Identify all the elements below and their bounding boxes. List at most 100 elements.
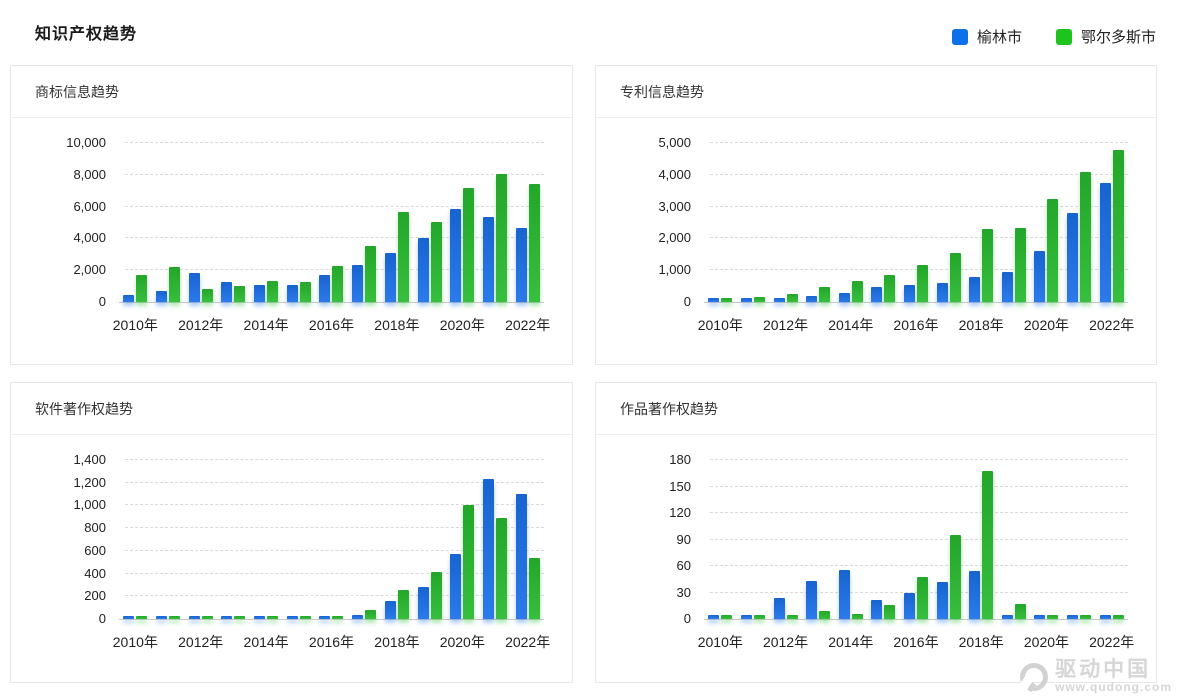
bar-榆林市-2014年[interactable] [254,284,266,302]
bar-鄂尔多斯市-2022年[interactable] [1112,150,1124,302]
bar-榆林市-2018年[interactable] [384,252,396,302]
bar-榆林市-2010年[interactable] [123,615,135,619]
bar-鄂尔多斯市-2019年[interactable] [1014,227,1026,302]
bar-榆林市-2014年[interactable] [254,615,266,619]
bar-榆林市-2021年[interactable] [482,216,494,302]
bar-榆林市-2017年[interactable] [936,581,948,619]
bar-榆林市-2016年[interactable] [319,615,331,619]
bar-榆林市-2012年[interactable] [773,297,785,302]
bar-榆林市-2019年[interactable] [1001,614,1013,619]
bar-榆林市-2022年[interactable] [1099,183,1111,302]
bar-鄂尔多斯市-2010年[interactable] [136,615,148,619]
bar-榆林市-2018年[interactable] [969,571,981,619]
bar-榆林市-2022年[interactable] [1099,614,1111,619]
bar-鄂尔多斯市-2014年[interactable] [267,615,279,619]
bar-鄂尔多斯市-2021年[interactable] [1080,614,1091,619]
bar-榆林市-2012年[interactable] [188,615,200,619]
bar-鄂尔多斯市-2018年[interactable] [397,212,409,302]
bar-榆林市-2013年[interactable] [806,296,818,302]
bar-鄂尔多斯市-2020年[interactable] [1047,198,1059,302]
bar-鄂尔多斯市-2020年[interactable] [1047,614,1059,619]
bar-榆林市-2014年[interactable] [838,292,850,302]
bar-榆林市-2010年[interactable] [708,297,720,302]
bar-鄂尔多斯市-2011年[interactable] [169,615,181,619]
bar-榆林市-2019年[interactable] [1001,272,1013,302]
bar-鄂尔多斯市-2015年[interactable] [299,282,311,302]
bar-榆林市-2011年[interactable] [156,615,168,619]
bar-榆林市-2010年[interactable] [708,614,720,619]
bar-榆林市-2012年[interactable] [773,597,785,619]
bar-鄂尔多斯市-2011年[interactable] [753,614,765,619]
bar-鄂尔多斯市-2013年[interactable] [819,287,831,302]
bar-榆林市-2017年[interactable] [936,282,948,302]
bar-榆林市-2012年[interactable] [188,272,200,302]
bar-鄂尔多斯市-2010年[interactable] [721,297,733,302]
bar-榆林市-2020年[interactable] [1034,251,1046,302]
bar-鄂尔多斯市-2012年[interactable] [786,614,798,619]
bar-鄂尔多斯市-2011年[interactable] [169,267,181,302]
bar-榆林市-2011年[interactable] [156,290,168,302]
bar-鄂尔多斯市-2017年[interactable] [949,535,961,619]
bar-鄂尔多斯市-2022年[interactable] [528,557,540,619]
bar-榆林市-2018年[interactable] [969,276,981,302]
bar-鄂尔多斯市-2010年[interactable] [721,614,733,619]
bar-鄂尔多斯市-2017年[interactable] [365,245,377,302]
bar-鄂尔多斯市-2020年[interactable] [463,504,475,619]
bar-鄂尔多斯市-2016年[interactable] [332,615,344,619]
bar-鄂尔多斯市-2013年[interactable] [234,286,246,302]
bar-榆林市-2011年[interactable] [740,614,752,619]
bar-榆林市-2017年[interactable] [352,264,364,302]
bar-榆林市-2011年[interactable] [740,297,752,302]
bar-榆林市-2014年[interactable] [838,570,850,619]
bar-榆林市-2022年[interactable] [515,228,527,302]
bar-榆林市-2016年[interactable] [319,274,331,302]
bar-鄂尔多斯市-2012年[interactable] [201,289,213,302]
bar-榆林市-2016年[interactable] [903,593,915,619]
bar-鄂尔多斯市-2016年[interactable] [916,264,928,302]
bar-鄂尔多斯市-2012年[interactable] [786,294,798,302]
bar-鄂尔多斯市-2013年[interactable] [819,611,831,619]
bar-鄂尔多斯市-2016年[interactable] [916,577,928,619]
bar-鄂尔多斯市-2015年[interactable] [884,274,896,302]
bar-鄂尔多斯市-2021年[interactable] [1080,172,1091,302]
bar-鄂尔多斯市-2012年[interactable] [201,615,213,619]
bar-榆林市-2021年[interactable] [1067,614,1078,619]
bar-鄂尔多斯市-2022年[interactable] [1112,614,1124,619]
bar-鄂尔多斯市-2021年[interactable] [495,174,507,302]
bar-榆林市-2015年[interactable] [871,286,883,302]
bar-鄂尔多斯市-2017年[interactable] [365,609,377,619]
bar-榆林市-2013年[interactable] [221,615,233,619]
bar-鄂尔多斯市-2019年[interactable] [430,221,442,302]
bar-鄂尔多斯市-2011年[interactable] [753,297,765,302]
bar-榆林市-2016年[interactable] [903,284,915,302]
bar-鄂尔多斯市-2018年[interactable] [982,471,994,619]
bar-鄂尔多斯市-2016年[interactable] [332,266,344,302]
bar-榆林市-2013年[interactable] [221,282,233,302]
bar-榆林市-2021年[interactable] [1067,212,1078,302]
bar-鄂尔多斯市-2022年[interactable] [528,184,540,302]
bar-榆林市-2021年[interactable] [482,478,494,619]
bar-榆林市-2015年[interactable] [871,600,883,619]
bar-鄂尔多斯市-2021年[interactable] [495,517,507,619]
bar-鄂尔多斯市-2017年[interactable] [949,253,961,302]
bar-榆林市-2018年[interactable] [384,600,396,619]
bar-鄂尔多斯市-2019年[interactable] [1014,603,1026,619]
bar-鄂尔多斯市-2019年[interactable] [430,572,442,619]
bar-榆林市-2019年[interactable] [417,238,429,302]
bar-鄂尔多斯市-2018年[interactable] [982,228,994,302]
bar-榆林市-2020年[interactable] [1034,614,1046,619]
bar-榆林市-2013年[interactable] [806,581,818,619]
bar-鄂尔多斯市-2014年[interactable] [851,281,863,302]
bar-榆林市-2015年[interactable] [286,285,298,302]
bar-鄂尔多斯市-2013年[interactable] [234,615,246,619]
bar-榆林市-2020年[interactable] [450,209,462,302]
bar-鄂尔多斯市-2014年[interactable] [267,281,279,302]
legend-item-yulin[interactable]: 榆林市 [951,26,1022,47]
bar-鄂尔多斯市-2018年[interactable] [397,590,409,619]
bar-鄂尔多斯市-2015年[interactable] [884,604,896,619]
bar-鄂尔多斯市-2020年[interactable] [463,187,475,302]
bar-鄂尔多斯市-2015年[interactable] [299,615,311,619]
bar-鄂尔多斯市-2014年[interactable] [851,613,863,619]
legend-item-ordos[interactable]: 鄂尔多斯市 [1055,26,1156,47]
bar-鄂尔多斯市-2010年[interactable] [136,274,148,302]
